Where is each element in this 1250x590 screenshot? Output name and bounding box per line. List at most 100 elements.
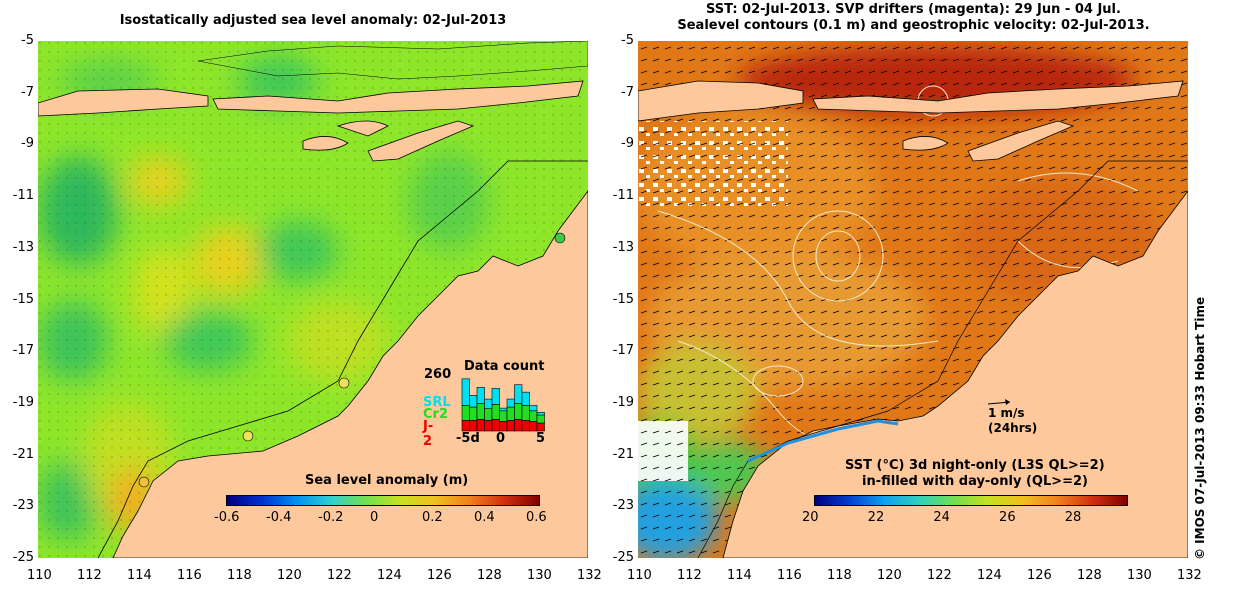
lon-tick-label: 130 [1127, 568, 1152, 583]
count-bar-j-2 [499, 421, 508, 432]
count-bar-srl [529, 405, 538, 412]
lat-tick-label: -11 [612, 188, 634, 204]
lon-tick-label: 112 [77, 568, 102, 583]
count-bar-j-2 [484, 420, 493, 432]
lon-tick-label: 128 [477, 568, 502, 583]
colorbar-tick-label: 0 [370, 510, 379, 525]
right-colorbar-label-line1: SST (°C) 3d night-only (L3S QL>=2) [845, 458, 1105, 473]
colorbar-tick-label: -0.4 [266, 510, 292, 525]
count-bar-cr2 [491, 404, 500, 420]
velocity-legend-period: (24hrs) [988, 421, 1038, 435]
sumba-island [302, 136, 349, 151]
drifter-marker [554, 232, 566, 244]
bathymetry-contour [97, 160, 588, 558]
data-count-tick: -5d [456, 431, 480, 446]
count-bar-j-2 [536, 422, 545, 432]
left-colorbar-label: Sea level anomaly (m) [305, 473, 469, 488]
data-count-legend-srl: SRL [423, 395, 451, 410]
count-bar-cr2 [529, 410, 538, 422]
count-bar-cr2 [514, 403, 523, 420]
colorbar-tick-label: 0.2 [422, 510, 443, 525]
lat-tick-label: -9 [21, 136, 34, 152]
bathymetry-contour [697, 160, 1188, 558]
timor-island [967, 120, 1075, 162]
count-bar-cr2 [506, 406, 515, 421]
lon-tick-label: 122 [927, 568, 952, 583]
lon-tick-label: 128 [1077, 568, 1102, 583]
lon-tick-label: 116 [777, 568, 802, 583]
lat-tick-label: -19 [12, 394, 34, 410]
lon-tick-label: 112 [677, 568, 702, 583]
count-bar-cr2 [499, 410, 508, 422]
lon-tick-label: 124 [977, 568, 1002, 583]
lon-tick-label: 118 [227, 568, 252, 583]
lat-tick-label: -25 [12, 550, 34, 565]
lat-tick-label: -19 [612, 394, 634, 410]
lat-tick-label: -11 [12, 188, 34, 204]
lon-tick-label: 120 [277, 568, 302, 583]
data-count-bars [461, 378, 545, 432]
sumba-island [902, 136, 949, 151]
count-bar-cr2 [484, 408, 493, 421]
lon-tick-label: 126 [1027, 568, 1052, 583]
data-count-title: Data count [464, 359, 545, 374]
colorbar-tick-label: -0.2 [318, 510, 344, 525]
lon-tick-label: 120 [877, 568, 902, 583]
count-bar-srl [514, 384, 523, 404]
lon-tick-label: 114 [127, 568, 152, 583]
lat-tick-label: -13 [612, 239, 634, 255]
lat-tick-label: -23 [612, 498, 634, 514]
count-bar-srl [521, 391, 530, 406]
nusa-tenggara-islands [812, 80, 1184, 114]
lat-tick-label: -15 [612, 291, 634, 307]
colorbar-tick-label: 22 [867, 510, 885, 525]
count-bar-j-2 [476, 418, 485, 432]
lon-tick-label: 122 [327, 568, 352, 583]
velocity-legend-speed: 1 m/s [988, 406, 1025, 420]
nusa-tenggara-islands [212, 80, 584, 114]
lon-tick-label: 116 [177, 568, 202, 583]
data-count-legend-j-2: J-2 [423, 419, 434, 449]
count-bar-j-2 [461, 420, 470, 432]
java-island [638, 80, 804, 122]
count-bar-srl [484, 398, 493, 409]
lat-tick-label: -9 [621, 136, 634, 152]
lat-tick-label: -7 [21, 84, 34, 100]
right-panel-title-line1: SST: 02-Jul-2013. SVP drifters (magenta)… [706, 2, 1121, 17]
count-bar-srl [476, 387, 485, 404]
bali-lombok-coast [197, 41, 588, 80]
count-bar-j-2 [491, 418, 500, 432]
lon-tick-label: 132 [577, 568, 602, 583]
lat-tick-label: -7 [621, 84, 634, 100]
count-bar-srl [491, 388, 500, 405]
colorbar-tick-label: -0.6 [214, 510, 240, 525]
colorbar-tick-label: 20 [802, 510, 819, 525]
left-colorbar [226, 495, 540, 506]
data-count-inset: Data count 260 SRL Cr2 J-2 -5d 0 5 [420, 357, 545, 452]
count-bar-srl [536, 412, 545, 416]
australia-landmass [722, 190, 1188, 558]
sea-level-map [38, 41, 588, 558]
colorbar-tick-label: 28 [1064, 510, 1082, 525]
data-count-legend-cr2: Cr2 [423, 407, 448, 422]
count-bar-j-2 [514, 418, 523, 432]
srl-island-outline [336, 120, 389, 137]
right-colorbar [814, 495, 1128, 506]
lat-tick-label: -21 [12, 446, 34, 462]
data-count-tick: 5 [536, 431, 546, 446]
coastal-sst-band [747, 419, 899, 463]
lat-tick-label: -5 [621, 33, 634, 48]
count-bar-srl [461, 378, 470, 406]
lat-tick-label: -17 [12, 343, 34, 359]
lat-tick-label: -17 [612, 343, 634, 359]
lon-tick-label: 110 [627, 568, 652, 583]
count-bar-cr2 [521, 405, 530, 421]
drifter-marker [138, 476, 150, 488]
count-bar-cr2 [536, 414, 545, 424]
lat-tick-label: -21 [612, 446, 634, 462]
lat-tick-label: -23 [12, 498, 34, 514]
right-panel-title-line2: Sealevel contours (0.1 m) and geostrophi… [677, 18, 1150, 33]
timor-island [367, 120, 475, 162]
count-bar-srl [499, 407, 508, 412]
count-bar-j-2 [506, 420, 515, 432]
